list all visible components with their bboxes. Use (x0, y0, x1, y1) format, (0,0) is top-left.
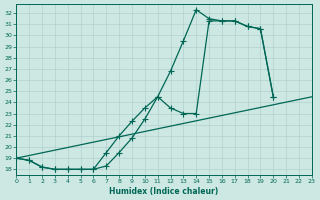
X-axis label: Humidex (Indice chaleur): Humidex (Indice chaleur) (109, 187, 219, 196)
